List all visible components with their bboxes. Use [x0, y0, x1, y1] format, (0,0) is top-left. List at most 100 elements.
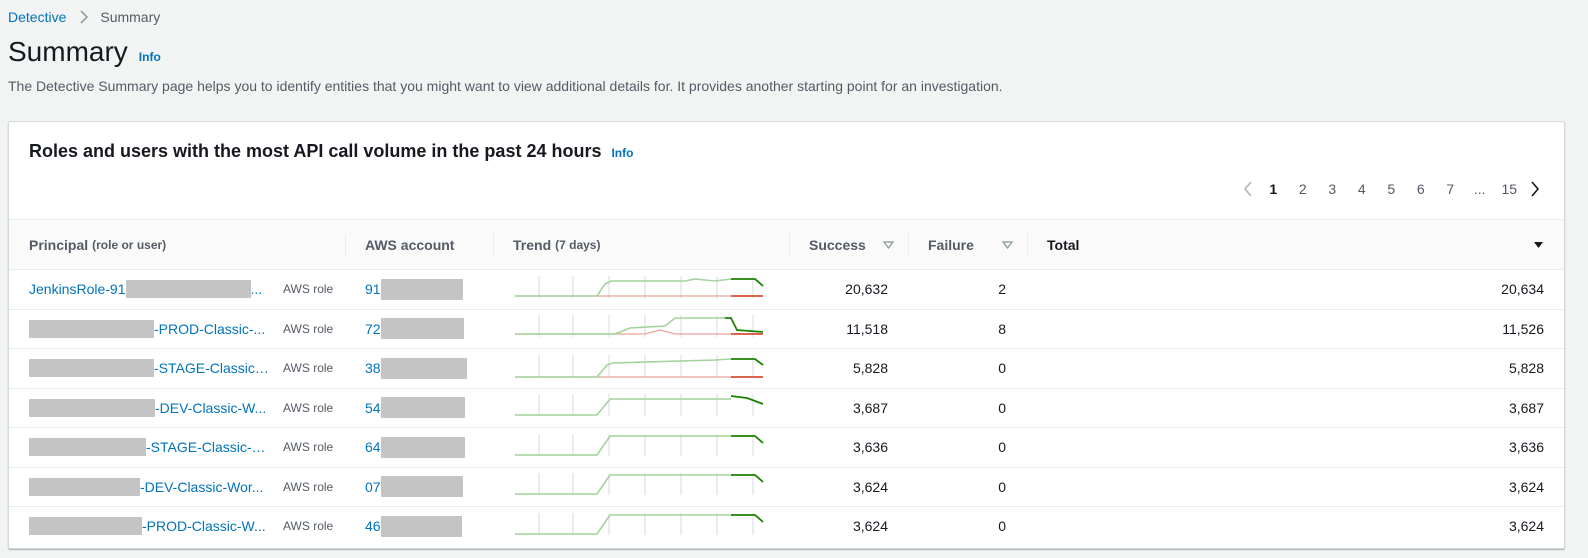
chevron-right-icon	[1531, 181, 1540, 197]
redacted-block	[125, 280, 251, 299]
page-button-5[interactable]: 5	[1387, 181, 1396, 197]
account-link[interactable]: 54	[345, 397, 493, 419]
page-info-link[interactable]: Info	[138, 50, 161, 64]
total-count: 3,636	[1027, 427, 1564, 468]
failure-count: 2	[908, 269, 1027, 310]
breadcrumb: Detective Summary	[8, 9, 160, 25]
sort-caret-icon[interactable]	[883, 240, 894, 249]
principal-name-suffix: -DEV-Classic-Wor...	[140, 478, 264, 495]
account-id-prefix: 46	[365, 518, 381, 535]
success-count: 3,624	[789, 467, 908, 507]
principal-link[interactable]: -STAGE-Classic-W...	[29, 438, 269, 457]
failure-count: 8	[908, 309, 1027, 349]
failure-count: 0	[908, 427, 1027, 468]
page-button-1[interactable]: 1	[1269, 181, 1278, 197]
principal-link[interactable]: -PROD-Classic-W...	[29, 517, 269, 536]
redacted-block	[380, 515, 462, 537]
account-link[interactable]: 38	[345, 357, 493, 379]
total-count: 11,526	[1027, 309, 1564, 349]
principal-type: AWS role	[283, 479, 334, 494]
account-id-prefix: 72	[365, 320, 381, 337]
page-button-4[interactable]: 4	[1357, 181, 1366, 197]
table-row: JenkinsRole-91 ... AWS role 91 20,632 2 …	[9, 269, 1564, 310]
trend-sparkline	[515, 275, 764, 298]
table-header-row: Principal (role or user) AWS account Tren…	[9, 219, 1564, 270]
column-header-account[interactable]: AWS account	[345, 219, 493, 270]
redacted-block	[380, 397, 465, 419]
page-button-3[interactable]: 3	[1328, 181, 1337, 197]
chevron-right-icon	[80, 10, 89, 24]
redacted-block	[380, 318, 464, 340]
sort-desc-icon[interactable]	[1533, 241, 1544, 249]
principals-table: Principal (role or user) AWS account Tren…	[9, 219, 1564, 546]
redacted-block	[29, 359, 154, 378]
success-count: 5,828	[789, 348, 908, 389]
page-description: The Detective Summary page helps you to …	[8, 78, 1003, 94]
page-button-7[interactable]: 7	[1446, 181, 1455, 197]
chevron-left-icon	[1243, 181, 1252, 197]
principal-type: AWS role	[283, 400, 334, 415]
account-id-prefix: 91	[365, 281, 381, 298]
principal-link[interactable]: -DEV-Classic-Wor...	[29, 477, 269, 496]
principal-link[interactable]: -DEV-Classic-W...	[29, 398, 269, 417]
trend-sparkline	[515, 473, 764, 496]
trend-sparkline	[515, 394, 764, 417]
table-row: -DEV-Classic-Wor... AWS role 07 3,624 0 …	[9, 467, 1564, 507]
next-page-button[interactable]	[1524, 179, 1546, 199]
column-header-failure[interactable]: Failure	[908, 219, 1027, 270]
redacted-block	[380, 436, 465, 458]
table-row: -DEV-Classic-W... AWS role 54 3,687 0 3,…	[9, 388, 1564, 428]
redacted-block	[380, 357, 467, 379]
principal-name-suffix: -DEV-Classic-W...	[155, 399, 267, 416]
failure-count: 0	[998, 518, 1006, 535]
column-header-trend[interactable]: Trend (7 days)	[493, 219, 789, 270]
column-header-total[interactable]: Total	[1027, 219, 1564, 270]
failure-count: 0	[908, 348, 1027, 389]
success-count: 3,624	[852, 518, 888, 535]
account-link[interactable]: 46	[345, 515, 493, 537]
redacted-block	[29, 398, 155, 417]
page-button-6[interactable]: 6	[1416, 181, 1425, 197]
trend-sparkline	[515, 512, 764, 535]
page-title: Summary	[8, 36, 128, 67]
account-link[interactable]: 72	[345, 318, 493, 340]
principal-type: AWS role	[283, 282, 334, 297]
pagination: 1 2 3 4 5 6 7... 15	[1237, 179, 1547, 199]
total-count: 20,634	[1027, 269, 1564, 310]
account-link[interactable]: 91	[345, 278, 493, 300]
principal-name-suffix: -PROD-Classic-...	[154, 320, 266, 337]
panel-title: Roles and users with the most API call v…	[29, 141, 602, 161]
account-link[interactable]: 07	[345, 476, 493, 498]
redacted-block	[29, 477, 140, 496]
table-row: -PROD-Classic-W... AWS role 46 3,624 0 3…	[9, 507, 1564, 546]
principal-link[interactable]: -STAGE-Classic-...	[29, 359, 269, 378]
principal-type: AWS role	[283, 519, 334, 534]
trend-sparkline	[515, 315, 764, 338]
principal-link[interactable]: -PROD-Classic-...	[29, 319, 269, 338]
account-link[interactable]: 64	[345, 436, 493, 458]
total-count: 5,828	[1027, 348, 1564, 389]
previous-page-button[interactable]	[1237, 179, 1259, 199]
column-header-principal[interactable]: Principal (role or user)	[9, 219, 345, 270]
account-id-prefix: 38	[365, 360, 381, 377]
panel-header: Roles and users with the most API call v…	[29, 141, 633, 162]
success-count: 3,687	[789, 388, 908, 428]
failure-count: 0	[908, 388, 1027, 428]
sort-caret-icon[interactable]	[1002, 240, 1013, 249]
success-count: 3,636	[789, 427, 908, 468]
page-button-2[interactable]: 2	[1298, 181, 1307, 197]
page-button-15[interactable]: 15	[1501, 181, 1518, 197]
account-id-prefix: 64	[365, 439, 381, 456]
page-header: Summary Info	[8, 36, 161, 68]
panel-info-link[interactable]: Info	[611, 146, 634, 160]
redacted-block	[380, 278, 463, 300]
redacted-block	[29, 517, 142, 536]
table-row: -STAGE-Classic-W... AWS role 64 3,636 0 …	[9, 427, 1564, 468]
column-header-success[interactable]: Success	[789, 219, 908, 270]
principal-name-suffix: -STAGE-Classic-W...	[146, 439, 269, 456]
principal-link[interactable]: JenkinsRole-91 ...	[29, 280, 263, 299]
table-row: -PROD-Classic-... AWS role 72 11,518 8 1…	[9, 309, 1564, 349]
breadcrumb-detective-link[interactable]: Detective	[8, 9, 67, 25]
redacted-block	[380, 476, 463, 498]
redacted-block	[29, 319, 154, 338]
